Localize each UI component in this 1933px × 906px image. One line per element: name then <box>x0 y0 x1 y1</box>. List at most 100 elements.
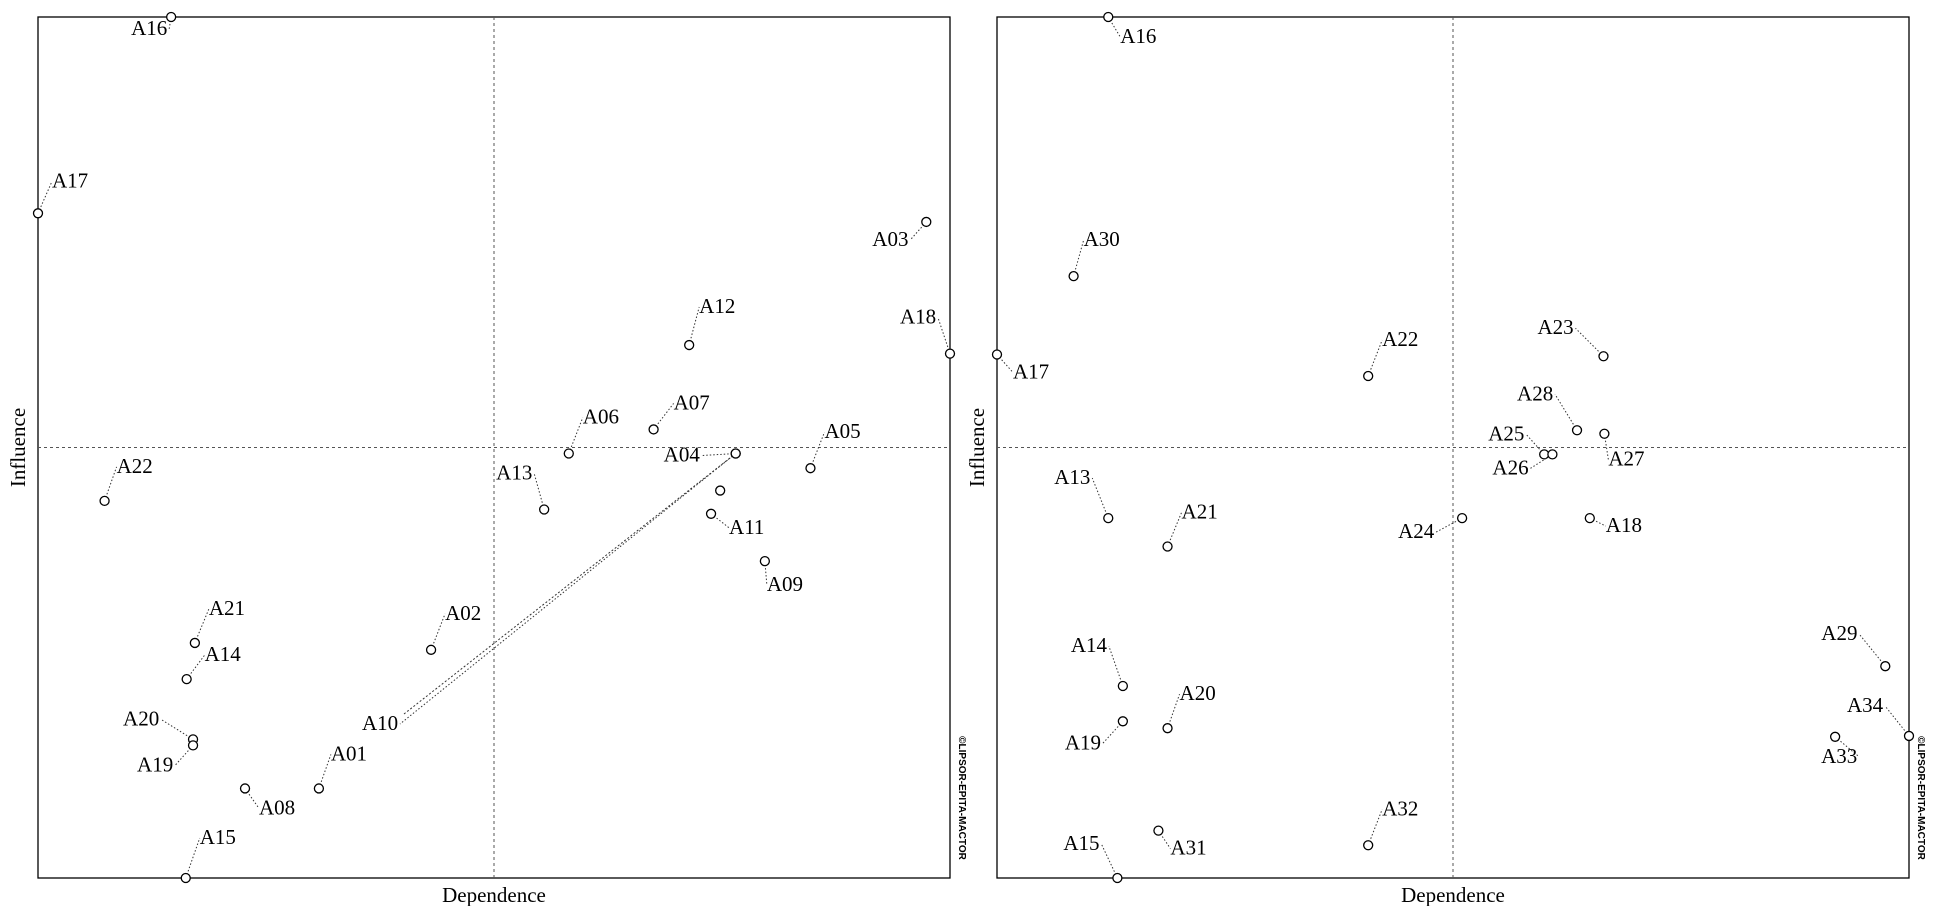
point-marker <box>563 448 574 459</box>
point-label: A03 <box>872 227 908 251</box>
point-marker <box>1880 661 1891 672</box>
chart-panel-2: Dependence Influence ©LIPSOR-EPITA-MACTOR A… <box>965 11 1926 906</box>
leader-line <box>937 317 951 354</box>
point-label: A26 <box>1492 455 1528 479</box>
point-label: A32 <box>1382 796 1418 820</box>
point-marker <box>1598 351 1609 362</box>
point-a20: A20 <box>123 706 199 745</box>
point-label: A21 <box>209 596 245 620</box>
point-marker <box>1903 730 1915 742</box>
point-marker <box>180 872 191 884</box>
point-a07: A07 <box>648 390 710 435</box>
point-label: A22 <box>1382 327 1418 351</box>
point-a32: A32 <box>1363 796 1418 851</box>
point-label: A27 <box>1608 447 1644 471</box>
point-a15: A15 <box>180 825 236 884</box>
point-marker <box>1584 512 1595 524</box>
point-label: A13 <box>496 460 532 484</box>
point-marker <box>1117 680 1129 692</box>
point-marker <box>187 740 199 751</box>
point-label: A14 <box>1071 633 1108 657</box>
point-a28: A28 <box>1517 381 1583 436</box>
leader-line <box>1858 633 1886 667</box>
point-a15: A15 <box>1063 831 1123 884</box>
point-a13: A13 <box>496 460 550 515</box>
point-label: A12 <box>699 294 735 318</box>
leader-line <box>1167 512 1183 547</box>
leader-line <box>1167 694 1181 729</box>
point-label: A09 <box>767 572 803 596</box>
point-marker <box>425 644 437 655</box>
chart-panel-1: Dependence Influence ©LIPSOR-EPITA-MACTOR A… <box>6 11 967 906</box>
point-label: A16 <box>1120 24 1156 48</box>
point-a29: A29 <box>1821 621 1891 672</box>
leader-line <box>1575 327 1604 357</box>
point-a02: A02 <box>425 601 481 655</box>
y-axis-title: Influence <box>965 408 989 487</box>
y-axis-title: Influence <box>6 408 30 487</box>
leader-line <box>533 473 545 510</box>
point-a16: A16 <box>1103 11 1156 48</box>
point-a04-marker <box>715 485 726 496</box>
point-a11: A11 <box>705 508 764 539</box>
point-marker <box>759 556 771 567</box>
point-marker <box>1103 11 1114 23</box>
point-a18: A18 <box>900 305 956 359</box>
point-a01: A01 <box>313 741 367 794</box>
point-label: A17 <box>52 168 88 192</box>
point-label: A18 <box>1606 513 1642 537</box>
point-marker <box>1829 731 1841 742</box>
point-a14: A14 <box>181 642 242 685</box>
leader-line <box>1884 705 1910 737</box>
point-label: A19 <box>1065 730 1101 754</box>
point-a16: A16 <box>131 11 177 40</box>
point-a30: A30 <box>1068 227 1120 282</box>
point-a24: A24 <box>1398 512 1468 543</box>
point-marker <box>1112 872 1123 884</box>
point-marker <box>166 11 177 23</box>
point-marker <box>1571 425 1583 436</box>
point-label: A21 <box>1182 500 1218 524</box>
point-label: A02 <box>445 601 481 625</box>
point-label: A14 <box>205 642 242 666</box>
point-a26: A26 <box>1492 449 1558 479</box>
point-label: A15 <box>1063 831 1099 855</box>
point-label: A16 <box>131 16 167 40</box>
leader-line <box>430 613 446 651</box>
point-a33: A33 <box>1821 731 1860 768</box>
point-marker <box>1153 825 1164 836</box>
point-label: A18 <box>900 305 936 329</box>
point-marker <box>1103 512 1114 524</box>
point-marker <box>1162 541 1173 552</box>
point-label: A01 <box>331 741 367 765</box>
point-label: A11 <box>729 515 764 539</box>
point-label: A22 <box>117 454 153 478</box>
watermark-text: ©LIPSOR-EPITA-MACTOR <box>1915 736 1926 860</box>
point-a21: A21 <box>189 596 245 649</box>
point-marker <box>684 339 695 351</box>
leader-line <box>1589 517 1607 527</box>
point-a20: A20 <box>1162 681 1216 734</box>
point-a17: A17 <box>32 168 88 219</box>
point-marker <box>239 783 251 794</box>
leader-line <box>568 417 584 454</box>
point-a18: A18 <box>1584 512 1642 537</box>
point-a31: A31 <box>1153 825 1207 860</box>
point-marker <box>189 637 201 649</box>
point-marker <box>1117 716 1129 727</box>
point-marker <box>805 463 816 474</box>
point-a21: A21 <box>1162 500 1218 552</box>
point-a12: A12 <box>684 294 735 351</box>
point-marker <box>181 673 192 685</box>
point-label: A19 <box>137 752 173 776</box>
point-label: A31 <box>1170 836 1206 860</box>
point-marker <box>32 208 44 219</box>
point-a08: A08 <box>239 783 295 819</box>
point-label: A29 <box>1821 621 1857 645</box>
point-marker <box>1456 512 1468 524</box>
point-label: A23 <box>1537 315 1573 339</box>
leader-line <box>185 837 201 879</box>
point-a25: A25 <box>1488 421 1550 460</box>
point-label: A05 <box>824 419 860 443</box>
